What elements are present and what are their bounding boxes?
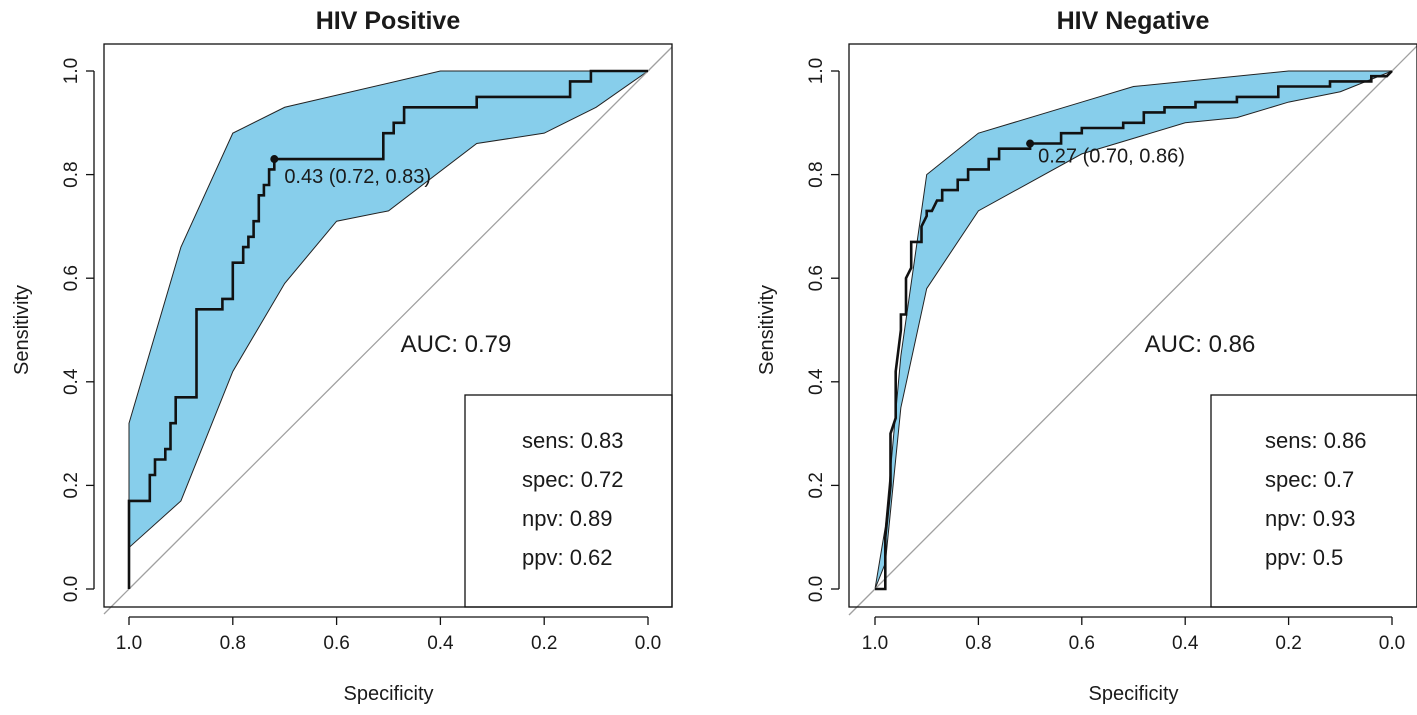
legend-entry: npv: 0.89 xyxy=(522,506,613,531)
y-tick-label: 0.4 xyxy=(61,368,82,395)
legend-entry: ppv: 0.62 xyxy=(522,545,613,570)
legend-entry: sens: 0.83 xyxy=(522,428,624,453)
chart-title: HIV Positive xyxy=(316,7,461,35)
y-tick-label: 0.8 xyxy=(806,161,827,187)
x-tick-label: 0.0 xyxy=(1379,633,1405,654)
y-tick-label: 0.0 xyxy=(806,576,827,602)
reference-diagonal-ext-high xyxy=(647,46,673,72)
y-tick-label: 0.0 xyxy=(61,576,82,602)
roc-curve-line xyxy=(127,69,648,589)
y-tick-label: 0.4 xyxy=(806,368,827,395)
threshold-point xyxy=(1026,139,1035,148)
legend-box xyxy=(1210,394,1417,608)
x-tick-label: 0.8 xyxy=(965,633,991,654)
reference-diagonal xyxy=(874,70,1393,590)
x-tick-label: 0.8 xyxy=(220,633,246,654)
chart-title: HIV Negative xyxy=(1057,7,1210,35)
x-tick-label: 1.0 xyxy=(862,633,888,654)
x-axis-title: Specificity xyxy=(343,683,433,705)
reference-diagonal-ext-low xyxy=(103,588,130,615)
threshold-point xyxy=(270,155,279,164)
y-tick-label: 0.6 xyxy=(806,265,827,291)
roc-curve-line xyxy=(875,70,1393,591)
y-axis-title: Sensitivity xyxy=(11,285,33,375)
x-tick-label: 0.2 xyxy=(1275,633,1301,654)
x-tick-label: 0.4 xyxy=(1172,633,1199,654)
x-tick-label: 0.6 xyxy=(1069,633,1095,654)
confidence-band xyxy=(874,70,1393,590)
reference-diagonal-ext-high xyxy=(1391,45,1417,72)
legend-entry: spec: 0.72 xyxy=(522,467,624,492)
y-tick-label: 1.0 xyxy=(806,58,827,84)
reference-diagonal xyxy=(128,70,649,590)
y-tick-label: 0.2 xyxy=(806,472,827,498)
x-tick-label: 0.0 xyxy=(635,633,661,654)
legend-box xyxy=(464,394,673,608)
threshold-label: 0.27 (0.70, 0.86) xyxy=(1038,146,1185,168)
x-tick-label: 0.6 xyxy=(323,633,349,654)
x-tick-label: 1.0 xyxy=(116,633,142,654)
panel-hiv-positive: HIV Positive 0.43 (0.72, 0.83) AUC: 0.79 se… xyxy=(11,7,673,705)
legend-entry: sens: 0.86 xyxy=(1265,428,1367,453)
plot-frame xyxy=(848,43,1417,608)
legend-entry: npv: 0.93 xyxy=(1265,506,1356,531)
y-tick-label: 0.8 xyxy=(61,161,82,187)
y-tick-label: 1.0 xyxy=(61,58,82,84)
y-tick-label: 0.6 xyxy=(61,265,82,291)
auc-label: AUC: 0.79 xyxy=(401,331,512,358)
legend-entry: spec: 0.7 xyxy=(1265,467,1354,492)
panel-hiv-negative: HIV Negative 0.27 (0.70, 0.86) AUC: 0.86 se… xyxy=(756,7,1417,705)
reference-diagonal-ext-low xyxy=(848,588,876,616)
x-tick-label: 0.4 xyxy=(427,633,454,654)
confidence-band xyxy=(128,70,650,549)
threshold-label: 0.43 (0.72, 0.83) xyxy=(284,166,431,188)
plot-frame xyxy=(103,43,673,608)
y-axis-title: Sensitivity xyxy=(756,285,778,375)
y-tick-label: 0.2 xyxy=(61,472,82,498)
x-tick-label: 0.2 xyxy=(531,633,557,654)
auc-label: AUC: 0.86 xyxy=(1145,331,1256,358)
x-axis-title: Specificity xyxy=(1088,683,1178,705)
legend-entry: ppv: 0.5 xyxy=(1265,545,1343,570)
